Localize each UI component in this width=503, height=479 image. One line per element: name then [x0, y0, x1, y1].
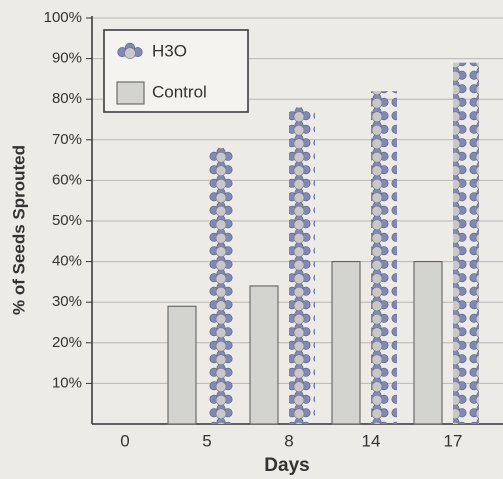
pictograph-stack: [453, 63, 479, 424]
y-tick-label: 50%: [52, 212, 82, 229]
x-tick-label: 8: [284, 431, 293, 450]
legend-swatch: [117, 82, 144, 104]
y-tick-label: 90%: [52, 50, 82, 67]
y-tick-label: 40%: [52, 253, 82, 270]
x-axis-label: Days: [264, 455, 309, 476]
legend-label: H3O: [152, 41, 187, 60]
y-tick-label: 30%: [52, 293, 82, 310]
molecule-core: [125, 48, 136, 59]
y-tick-label: 100%: [44, 9, 82, 26]
x-tick-label: 17: [444, 431, 463, 450]
bar: [332, 262, 360, 424]
pictograph-stack: [289, 107, 315, 424]
bar: [168, 306, 196, 424]
legend-label: Control: [152, 82, 207, 101]
bar: [250, 286, 278, 424]
y-tick-label: 80%: [52, 90, 82, 107]
y-tick-label: 70%: [52, 131, 82, 148]
pictograph-stack: [207, 148, 233, 424]
x-tick-label: 5: [202, 431, 211, 450]
pictograph-stack: [371, 91, 397, 424]
y-tick-label: 20%: [52, 334, 82, 351]
x-tick-label: 14: [362, 431, 381, 450]
bar: [414, 262, 442, 424]
y-tick-label: 10%: [52, 374, 82, 391]
x-tick-label: 0: [120, 431, 129, 450]
y-axis-label: % of Seeds Sprouted: [9, 145, 28, 315]
legend: H3O Control: [104, 30, 248, 112]
chart: % of Seeds Sprouted Days 10% 20% 30% 40% 50%…: [0, 0, 503, 479]
y-tick-label: 60%: [52, 171, 82, 188]
